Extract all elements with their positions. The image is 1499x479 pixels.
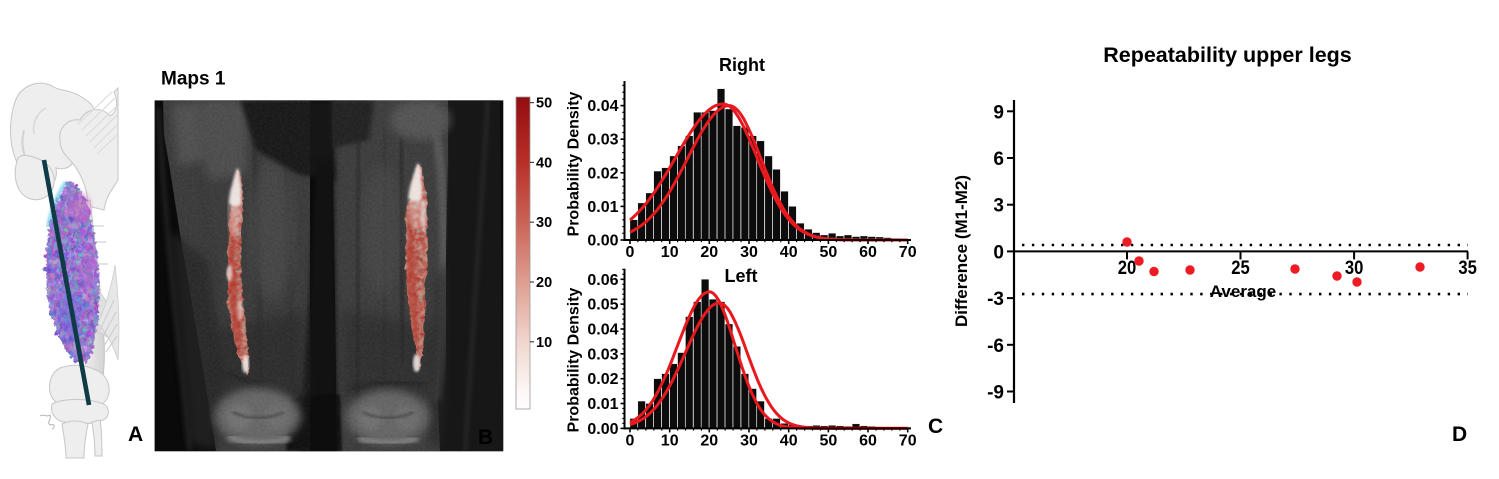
svg-text:-9: -9 xyxy=(987,383,1004,404)
svg-text:Repeatability upper legs: Repeatability upper legs xyxy=(1103,43,1352,67)
svg-text:-3: -3 xyxy=(987,289,1004,310)
svg-text:10: 10 xyxy=(536,335,552,351)
svg-text:70: 70 xyxy=(899,432,917,449)
svg-text:D: D xyxy=(1452,423,1467,446)
svg-text:40: 40 xyxy=(536,155,552,171)
svg-text:35: 35 xyxy=(1458,258,1477,279)
svg-text:Average: Average xyxy=(1210,282,1276,301)
svg-text:30: 30 xyxy=(1345,258,1364,279)
svg-text:10: 10 xyxy=(661,432,679,449)
svg-text:0.00: 0.00 xyxy=(587,233,618,250)
svg-text:0.04: 0.04 xyxy=(587,98,618,115)
svg-text:Difference (M1-M2): Difference (M1-M2) xyxy=(952,175,971,327)
svg-text:B: B xyxy=(478,426,493,449)
svg-text:50: 50 xyxy=(536,96,552,112)
svg-text:0.02: 0.02 xyxy=(587,165,618,182)
svg-text:0.05: 0.05 xyxy=(587,297,618,314)
svg-text:9: 9 xyxy=(993,102,1004,123)
svg-text:3: 3 xyxy=(993,196,1004,217)
svg-text:20: 20 xyxy=(700,432,718,449)
svg-text:30: 30 xyxy=(740,244,758,261)
svg-text:25: 25 xyxy=(1231,258,1250,279)
svg-text:30: 30 xyxy=(536,215,552,231)
svg-text:20: 20 xyxy=(536,275,552,291)
svg-text:60: 60 xyxy=(859,432,877,449)
svg-text:Maps 1: Maps 1 xyxy=(161,69,226,90)
svg-text:0.04: 0.04 xyxy=(587,322,618,339)
svg-text:40: 40 xyxy=(780,244,798,261)
svg-text:20: 20 xyxy=(1118,258,1137,279)
svg-text:Probability Density: Probability Density xyxy=(566,91,583,236)
svg-text:0.01: 0.01 xyxy=(587,396,618,413)
svg-text:30: 30 xyxy=(740,432,758,449)
svg-text:20: 20 xyxy=(700,244,718,261)
svg-text:Probability Density: Probability Density xyxy=(566,287,583,432)
svg-text:0: 0 xyxy=(626,244,635,261)
svg-text:0.06: 0.06 xyxy=(587,272,618,289)
svg-text:Left: Left xyxy=(725,266,758,286)
svg-text:40: 40 xyxy=(780,432,798,449)
svg-text:60: 60 xyxy=(859,244,877,261)
svg-text:50: 50 xyxy=(820,432,838,449)
svg-text:70: 70 xyxy=(899,244,917,261)
svg-text:0.02: 0.02 xyxy=(587,371,618,388)
svg-text:0.01: 0.01 xyxy=(587,199,618,216)
svg-text:6: 6 xyxy=(993,149,1004,170)
svg-text:0: 0 xyxy=(626,432,635,449)
svg-text:0.00: 0.00 xyxy=(587,421,618,438)
svg-text:-6: -6 xyxy=(987,336,1004,357)
svg-text:10: 10 xyxy=(661,244,679,261)
svg-text:0.03: 0.03 xyxy=(587,132,618,149)
svg-text:50: 50 xyxy=(820,244,838,261)
svg-text:0.03: 0.03 xyxy=(587,346,618,363)
svg-text:0: 0 xyxy=(993,242,1004,263)
svg-text:C: C xyxy=(928,415,943,438)
svg-text:Right: Right xyxy=(719,55,765,75)
svg-text:A: A xyxy=(128,423,143,446)
